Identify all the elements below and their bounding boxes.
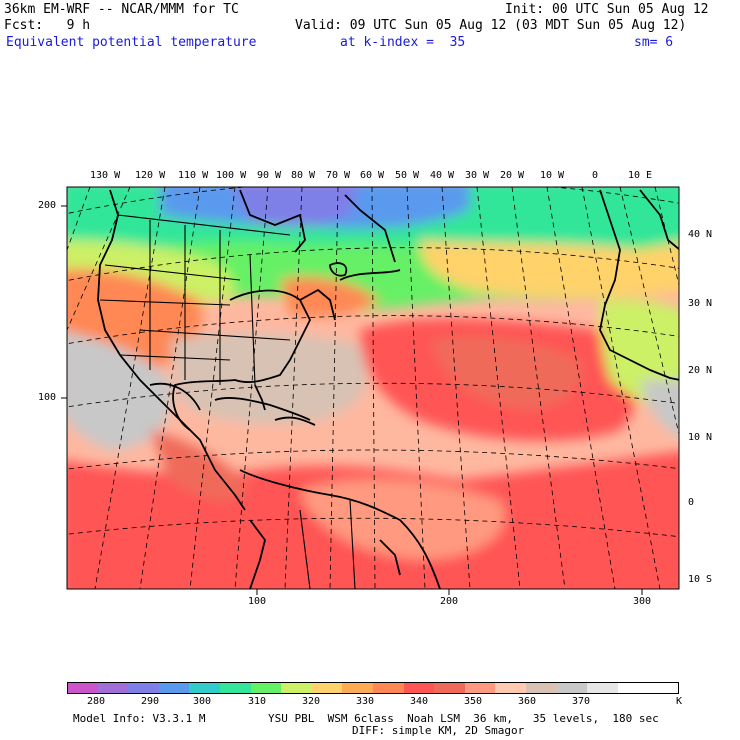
colorbar-swatch bbox=[403, 682, 435, 694]
colorbar-swatch bbox=[617, 682, 649, 694]
colorbar-swatch bbox=[128, 682, 160, 694]
field-labrador bbox=[233, 187, 358, 227]
physics-info: YSU PBL WSM 6class Noah LSM 36 km, 35 le… bbox=[268, 712, 659, 725]
lon-label-20w: 20 W bbox=[500, 170, 525, 181]
colorbar-swatch bbox=[495, 682, 527, 694]
colorbar-label-280: 280 bbox=[87, 696, 106, 707]
grid-label-x-200: 200 bbox=[440, 596, 459, 607]
colorbar-unit: K bbox=[676, 696, 683, 707]
lon-label-70w: 70 W bbox=[326, 170, 351, 181]
grid-label-x-300: 300 bbox=[633, 596, 652, 607]
coastlines bbox=[97, 189, 679, 589]
colorbar-swatch bbox=[434, 682, 466, 694]
lon-label-40w: 40 W bbox=[430, 170, 455, 181]
lon-label-90w: 90 W bbox=[257, 170, 282, 181]
colorbar-swatch bbox=[220, 682, 252, 694]
lon-label-50w: 50 W bbox=[395, 170, 420, 181]
lon-label-30w: 30 W bbox=[465, 170, 490, 181]
lon-label-110w: 110 W bbox=[178, 170, 209, 181]
grid-label-y-200: 200 bbox=[38, 200, 57, 211]
model-title: 36km EM-WRF -- NCAR/MMM for TC bbox=[4, 2, 239, 17]
grid-label-x-100: 100 bbox=[248, 596, 267, 607]
colorbar-swatch bbox=[373, 682, 405, 694]
model-info: Model Info: V3.3.1 M bbox=[73, 712, 206, 725]
diffusion-info: DIFF: simple KM, 2D Smagor bbox=[352, 724, 525, 737]
lat-label-10n: 10 N bbox=[688, 432, 713, 443]
lat-label-10s: 10 S bbox=[688, 574, 713, 585]
field-east-coast bbox=[280, 276, 380, 317]
map-ticks bbox=[61, 205, 643, 595]
map-frame bbox=[66, 186, 680, 590]
lon-label-80w: 80 W bbox=[291, 170, 316, 181]
lon-label-100w: 100 W bbox=[216, 170, 247, 181]
lat-label-40n: 40 N bbox=[688, 229, 713, 240]
lon-label-10e: 10 E bbox=[628, 170, 653, 181]
colorbar-label-320: 320 bbox=[302, 696, 321, 707]
colorbar-swatch bbox=[281, 682, 313, 694]
lon-label-130w: 130 W bbox=[90, 170, 121, 181]
forecast-hour: Fcst: 9 h bbox=[4, 18, 91, 33]
colorbar-swatch bbox=[67, 682, 99, 694]
colorbar-swatch bbox=[97, 682, 129, 694]
lon-label-120w: 120 W bbox=[135, 170, 166, 181]
colorbar-swatch bbox=[342, 682, 374, 694]
lat-label-30n: 30 N bbox=[688, 298, 713, 309]
colorbar-swatch bbox=[158, 682, 190, 694]
colorbar-swatch bbox=[189, 682, 221, 694]
valid-time: Valid: 09 UTC Sun 05 Aug 12 (03 MDT Sun … bbox=[295, 18, 687, 33]
level-index: at k-index = 35 bbox=[340, 35, 466, 50]
grid-label-y-100: 100 bbox=[38, 392, 57, 403]
lon-label-0: 0 bbox=[592, 170, 599, 181]
colorbar-label-310: 310 bbox=[248, 696, 267, 707]
lat-label-20n: 20 N bbox=[688, 365, 713, 376]
init-time: Init: 00 UTC Sun 05 Aug 12 bbox=[505, 2, 709, 17]
political-borders bbox=[99, 214, 356, 589]
smoothing-value: sm= 6 bbox=[634, 35, 674, 50]
field-atlantic-inner bbox=[430, 336, 582, 410]
colorbar-frame bbox=[67, 682, 679, 694]
field-name: Equivalent potential temperature bbox=[6, 35, 257, 50]
lon-label-60w: 60 W bbox=[360, 170, 385, 181]
colorbar-label-290: 290 bbox=[141, 696, 160, 707]
colorbar-swatch bbox=[250, 682, 282, 694]
field-africa-gray bbox=[640, 380, 679, 437]
colorbar-swatch bbox=[556, 682, 588, 694]
colorbar-swatch bbox=[464, 682, 496, 694]
colorbar-swatch bbox=[526, 682, 558, 694]
colorbar-label-370: 370 bbox=[572, 696, 591, 707]
colorbar-label-330: 330 bbox=[356, 696, 375, 707]
field-gray-mexico bbox=[67, 331, 172, 450]
colorbar-label-360: 360 bbox=[518, 696, 537, 707]
colorbar-label-300: 300 bbox=[193, 696, 212, 707]
lon-label-10w: 10 W bbox=[540, 170, 565, 181]
colorbar-label-350: 350 bbox=[464, 696, 483, 707]
colorbar-swatch bbox=[311, 682, 343, 694]
lat-label-0: 0 bbox=[688, 497, 695, 508]
colorbar-swatch bbox=[587, 682, 619, 694]
colorbar-swatch bbox=[648, 682, 680, 694]
colorbar-label-340: 340 bbox=[410, 696, 429, 707]
